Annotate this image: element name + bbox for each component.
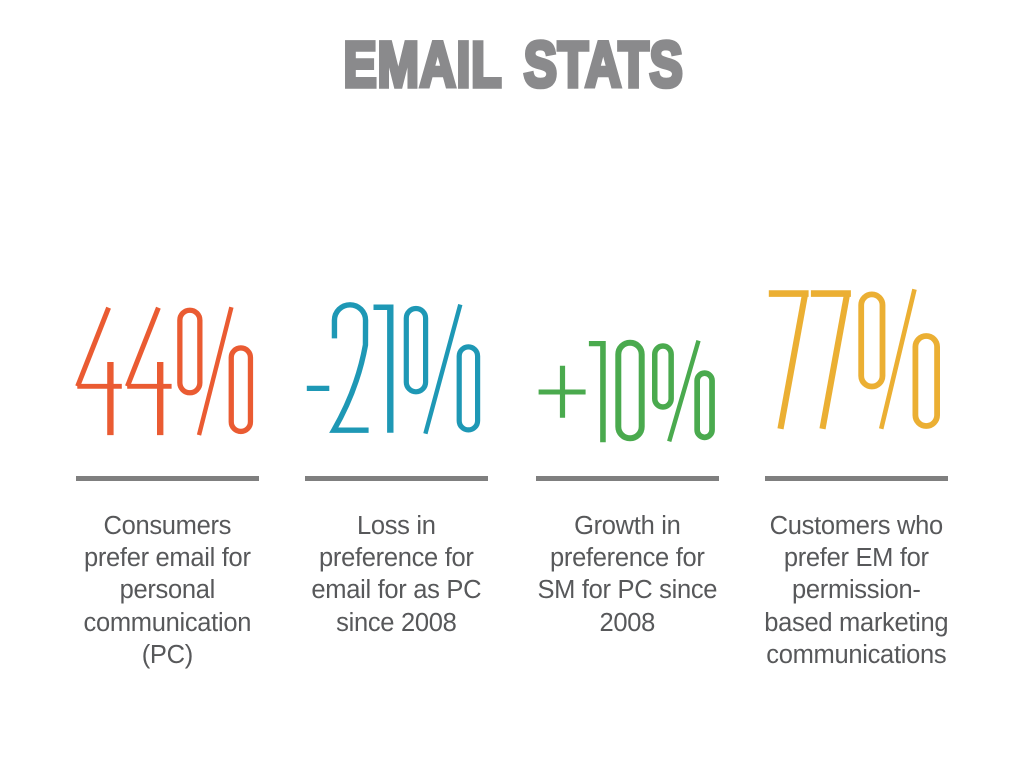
svg-text:EMAIL STATS: EMAIL STATS xyxy=(344,29,684,100)
